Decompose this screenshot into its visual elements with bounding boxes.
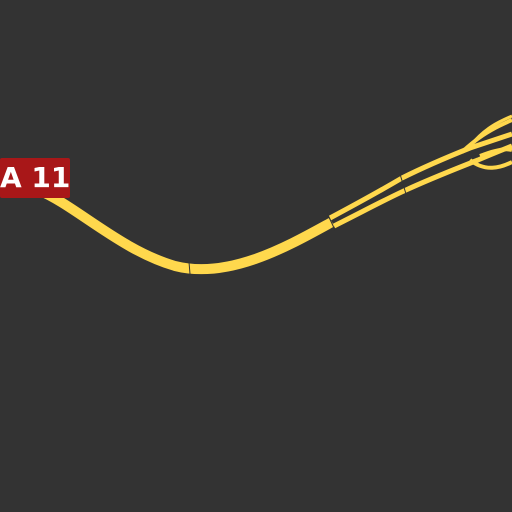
motorway-main-segment: [36, 185, 335, 275]
road-segment-divider: [188, 261, 191, 275]
motorway-ramp-east: [479, 147, 512, 158]
road-shield-label: A 11: [0, 161, 70, 194]
motorway-ramp-south: [468, 158, 512, 170]
road-segment-divider: [326, 212, 336, 231]
motorway-carriageway-south: [332, 143, 512, 229]
motorway-carriageway-north: [328, 131, 512, 221]
road-segment-divider: [399, 173, 407, 195]
motorway-ramp-north: [460, 118, 512, 154]
road-shield-a11[interactable]: A 11: [0, 158, 70, 198]
motorway-ramp-upper: [468, 114, 512, 147]
